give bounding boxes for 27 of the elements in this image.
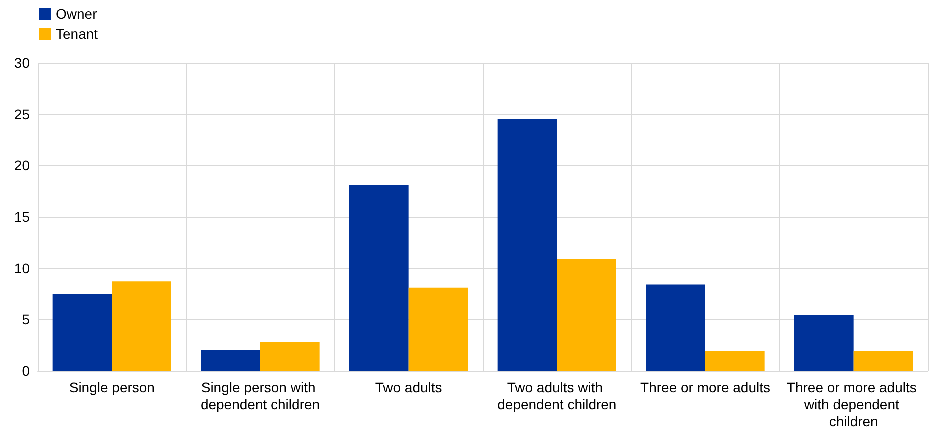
y-tick-label: 25 [14,106,30,122]
bar [112,282,172,371]
y-tick-label: 0 [22,363,30,379]
legend-label: Tenant [56,26,98,42]
y-tick-label: 10 [14,260,30,276]
bar [854,351,914,371]
legend-label: Owner [56,6,98,22]
y-tick-label: 30 [14,55,30,71]
x-tick-label: Three or more adults [640,380,770,396]
bar [498,119,558,371]
x-tick-label: Two adults [375,380,442,396]
bar [794,316,854,371]
x-tick-label: Single person with dependent children [200,380,320,412]
x-tick-label: Three or more adults with dependent children [786,380,921,430]
y-tick-label: 5 [22,312,30,328]
bar [52,294,112,371]
bar [646,284,706,371]
bar [557,259,616,371]
bar [706,351,765,371]
y-tick-label: 15 [14,209,30,225]
y-tick-label: 20 [14,158,30,174]
bar [260,342,320,371]
x-tick-label: Two adults with dependent children [498,380,617,412]
bar [408,288,468,371]
bar [201,350,260,371]
bar [350,185,409,371]
x-tick-label: Single person [69,380,155,396]
